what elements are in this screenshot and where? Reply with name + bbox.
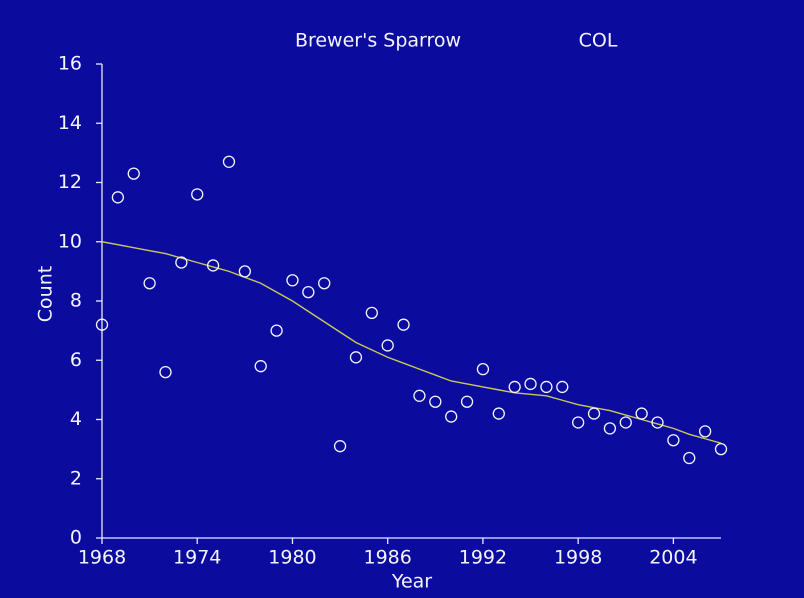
x-tick-label: 1998 xyxy=(554,547,602,569)
point xyxy=(175,256,188,269)
y-tick-label: 8 xyxy=(70,290,82,312)
point xyxy=(524,377,537,391)
point xyxy=(127,167,140,180)
point xyxy=(413,389,426,402)
point xyxy=(270,324,283,337)
point xyxy=(143,277,156,290)
point xyxy=(397,318,410,331)
x-tick-label: 1980 xyxy=(268,547,316,569)
x-tick-label: 1986 xyxy=(364,547,412,569)
point xyxy=(603,422,617,435)
point xyxy=(651,416,664,429)
point xyxy=(159,365,172,379)
point xyxy=(381,339,394,352)
point xyxy=(238,265,251,278)
point xyxy=(222,155,236,168)
point xyxy=(206,259,220,272)
point xyxy=(587,407,601,420)
point xyxy=(492,407,505,420)
point xyxy=(572,416,585,429)
y-tick-label: 16 xyxy=(58,53,82,75)
point xyxy=(635,407,648,420)
y-tick-label: 12 xyxy=(58,171,82,193)
point xyxy=(445,410,458,423)
chart-title: Brewer's Sparrow xyxy=(295,30,461,52)
point xyxy=(667,434,680,447)
point xyxy=(318,277,331,290)
y-tick-label: 6 xyxy=(70,349,82,371)
x-tick-label: 1974 xyxy=(173,547,221,569)
y-axis-label: Count xyxy=(35,266,57,322)
y-tick-label: 0 xyxy=(70,527,82,549)
point xyxy=(333,440,347,453)
x-tick-label: 1992 xyxy=(459,547,507,569)
point xyxy=(429,395,442,408)
point xyxy=(111,191,125,204)
point xyxy=(714,442,728,456)
point xyxy=(619,416,632,429)
point xyxy=(556,380,569,394)
y-tick-label: 10 xyxy=(58,230,82,252)
point xyxy=(302,285,315,299)
point xyxy=(540,380,553,394)
point xyxy=(365,306,378,320)
point xyxy=(95,318,109,331)
chart-subtitle: COL xyxy=(579,30,618,52)
point xyxy=(191,188,204,201)
point xyxy=(508,380,521,394)
x-tick-label: 2004 xyxy=(649,547,697,569)
x-axis-label: Year xyxy=(391,571,432,593)
trend-line xyxy=(101,241,722,444)
point xyxy=(254,360,267,373)
point xyxy=(698,425,712,438)
point xyxy=(476,362,490,376)
point xyxy=(683,451,696,465)
y-tick-label: 14 xyxy=(58,112,82,134)
point xyxy=(460,395,474,408)
x-tick-label: 1968 xyxy=(78,547,126,569)
point xyxy=(286,274,299,287)
y-tick-label: 2 xyxy=(70,467,82,489)
point xyxy=(349,351,363,364)
y-tick-label: 4 xyxy=(70,408,82,430)
